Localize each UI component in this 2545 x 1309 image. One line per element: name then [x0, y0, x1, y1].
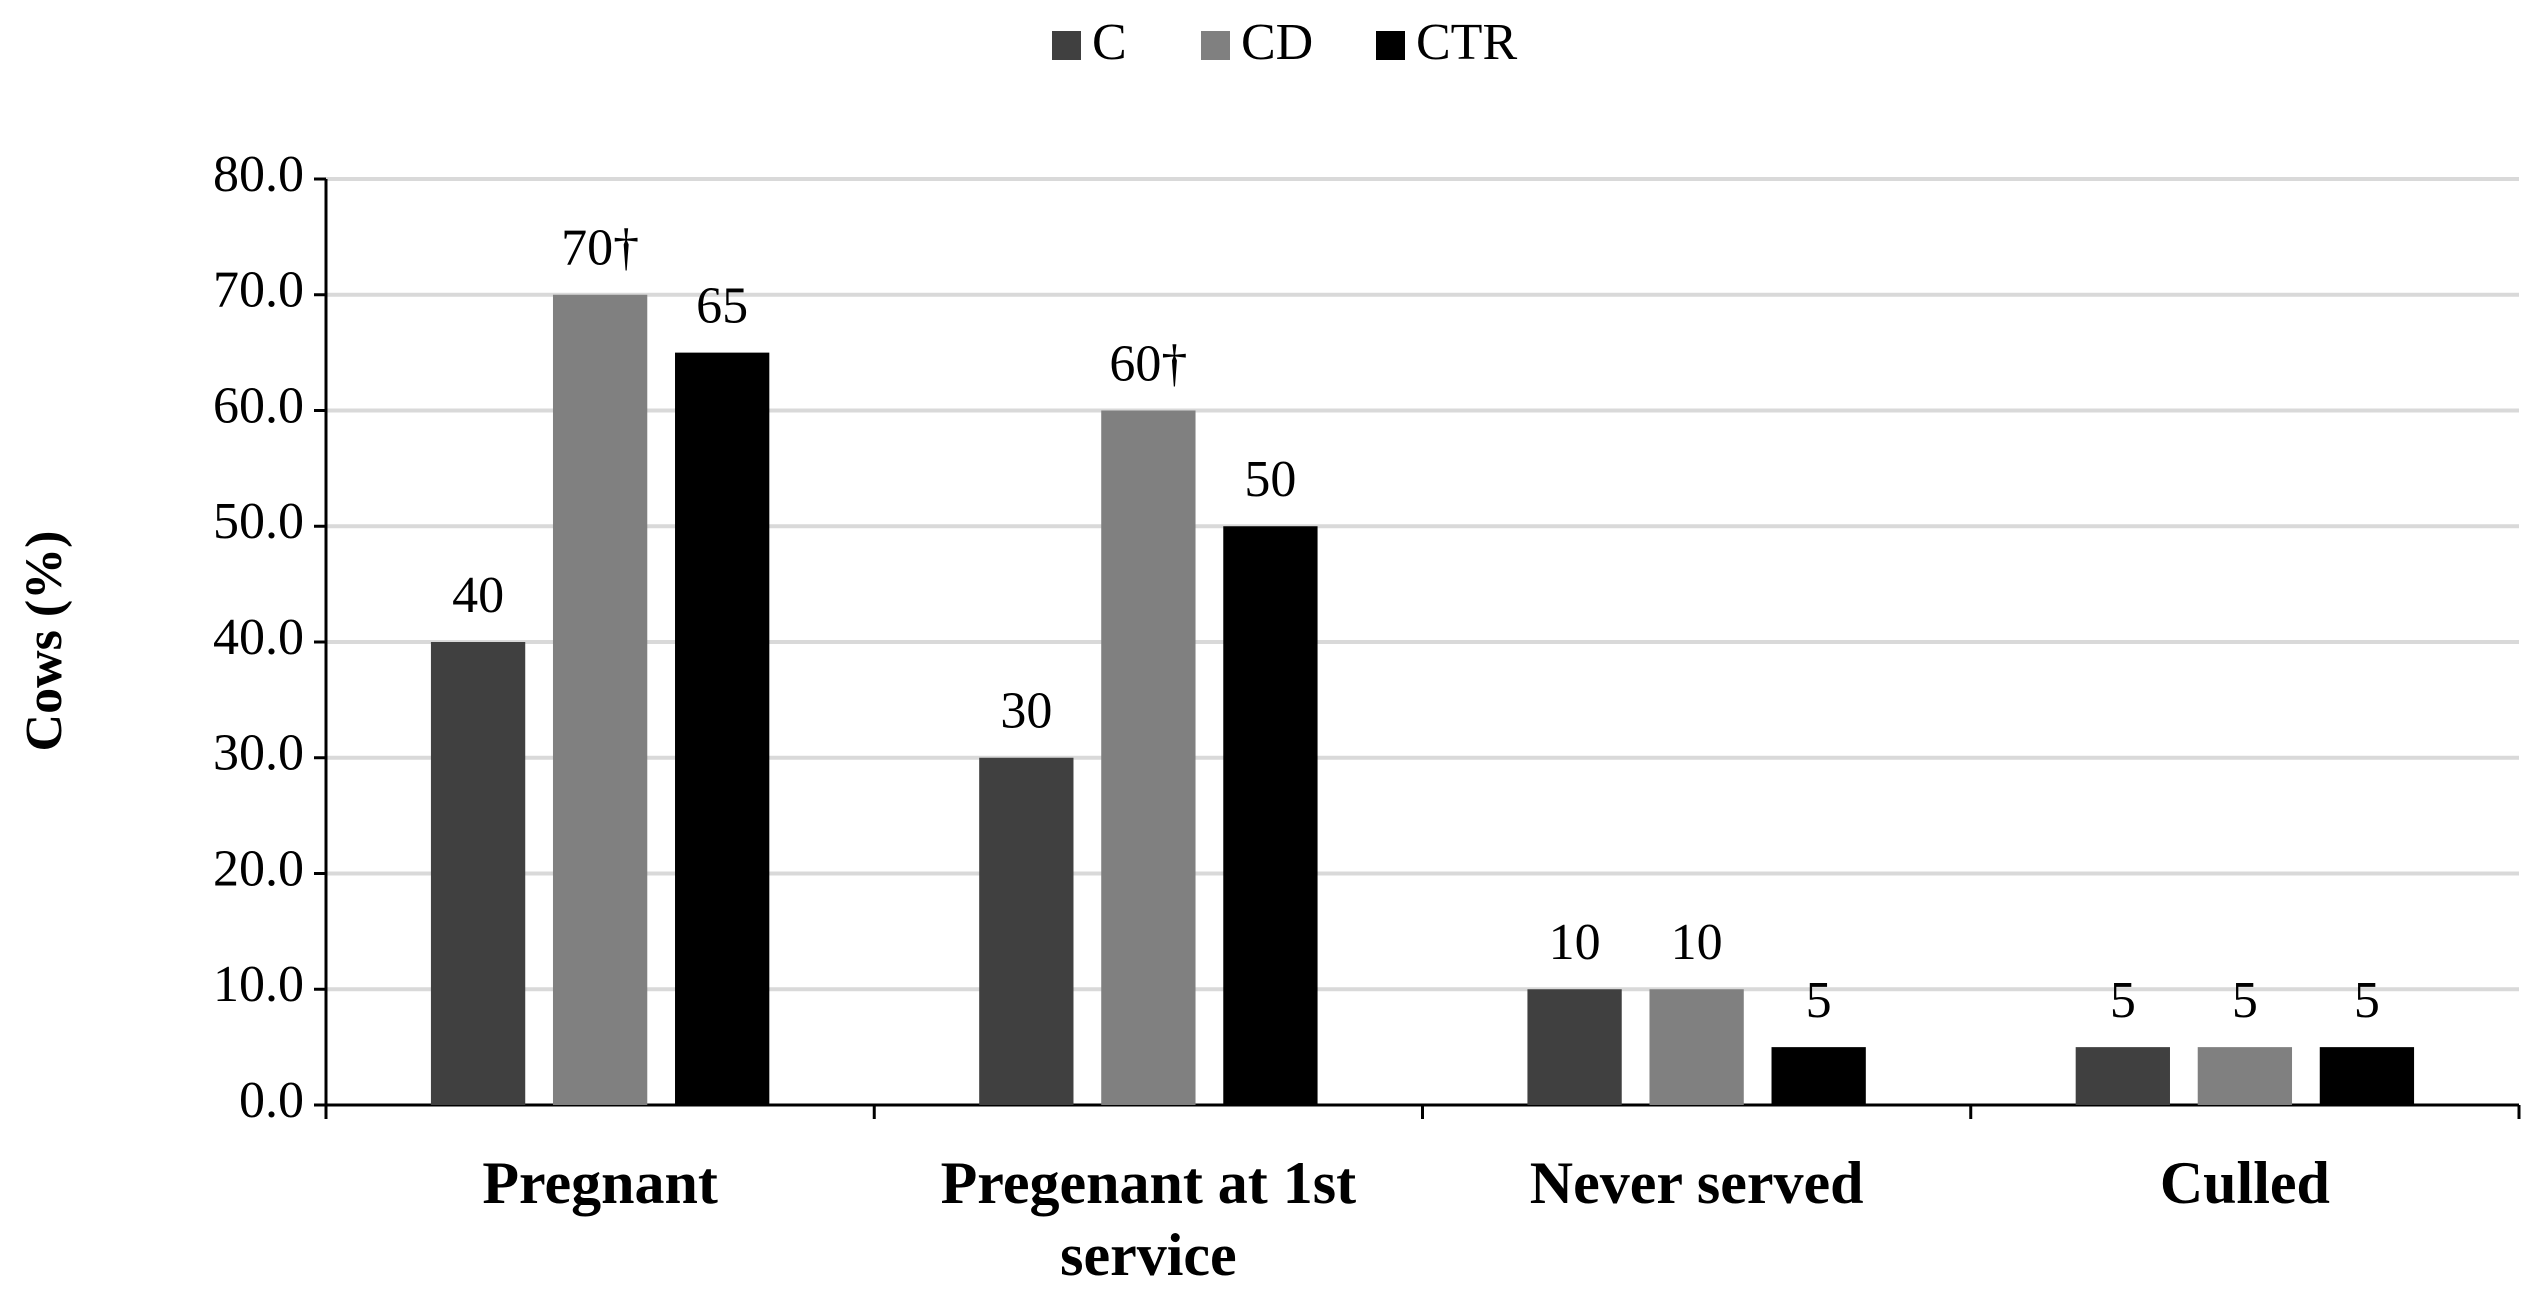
- data-label: 65: [696, 278, 748, 335]
- y-axis-label: Cows (%): [16, 531, 73, 752]
- y-tick-label: 30.0: [213, 725, 304, 782]
- legend-swatch: [1201, 31, 1230, 60]
- data-label: 5: [2232, 972, 2258, 1029]
- legend-label: CTR: [1416, 14, 1517, 71]
- y-tick-label: 0.0: [239, 1072, 304, 1129]
- legend-swatch: [1052, 31, 1081, 60]
- bar: [430, 642, 526, 1105]
- data-label: 5: [2354, 972, 2380, 1029]
- data-label: 10: [1671, 914, 1723, 971]
- legend-swatch: [1376, 31, 1405, 60]
- data-label: 50: [1244, 451, 1296, 508]
- bar: [1101, 410, 1196, 1105]
- bar: [1771, 1047, 1866, 1105]
- data-label: 5: [2110, 972, 2136, 1029]
- bar: [979, 757, 1074, 1105]
- bar: [2075, 1047, 2170, 1105]
- y-tick-label: 80.0: [213, 146, 304, 203]
- y-tick-label: 20.0: [213, 840, 304, 897]
- y-tick-label: 10.0: [213, 956, 304, 1013]
- data-label: 70†: [561, 220, 639, 277]
- y-tick-label: 70.0: [213, 262, 304, 319]
- bar: [552, 294, 648, 1105]
- legend-label: C: [1092, 14, 1127, 71]
- x-tick-label: Never served: [1529, 1150, 1864, 1216]
- y-tick-label: 60.0: [213, 377, 304, 434]
- bar: [1527, 989, 1622, 1105]
- data-label: 10: [1549, 914, 1601, 971]
- x-tick-label: Pregnant: [482, 1150, 718, 1216]
- x-tick-label: Culled: [2159, 1150, 2330, 1216]
- bar: [675, 352, 770, 1105]
- x-tick-label: Pregenant at 1st service: [940, 1150, 1357, 1288]
- bar: [2197, 1047, 2293, 1105]
- bar: [1223, 526, 1318, 1105]
- y-tick-label: 50.0: [213, 493, 304, 550]
- data-label: 60†: [1109, 335, 1187, 392]
- legend-label: CD: [1241, 14, 1313, 71]
- data-label: 40: [452, 567, 504, 624]
- data-label: 5: [1806, 972, 1832, 1029]
- data-label: 30: [1000, 683, 1052, 740]
- bar: [2319, 1047, 2415, 1105]
- bar: [1649, 989, 1744, 1105]
- y-tick-label: 40.0: [213, 609, 304, 666]
